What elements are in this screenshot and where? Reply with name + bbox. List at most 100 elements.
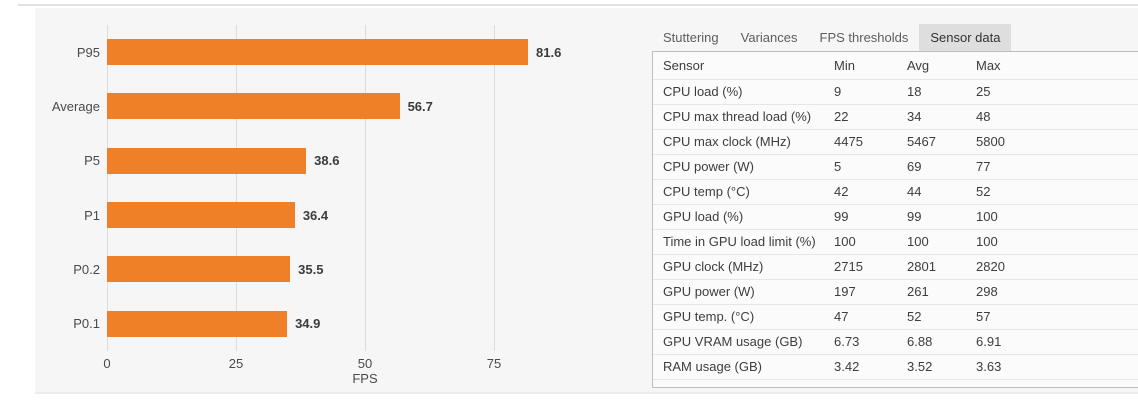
bar-value-label: 34.9	[295, 316, 321, 332]
category-label: P0.1	[73, 316, 100, 332]
sensor-name-cell: CPU max thread load (%)	[653, 104, 834, 130]
min-value-cell: 47	[834, 304, 907, 330]
bar-value-label: 35.5	[298, 261, 324, 277]
gridline-25	[236, 25, 237, 351]
tab-fps-thresholds[interactable]: FPS thresholds	[819, 30, 909, 45]
min-value-cell: 6.73	[834, 329, 907, 355]
x-tick-label-25: 25	[228, 356, 244, 371]
fps-bar	[107, 93, 400, 120]
table-row: CPU max clock (MHz) 4475 5467 5800	[653, 129, 1138, 155]
max-value-cell: 77	[976, 154, 1138, 180]
gridline-50	[365, 25, 366, 351]
bar-value-label: 36.4	[302, 207, 329, 223]
sensor-table: Sensor Min Avg Max CPU load (%) 9 18 25 CPU max…	[653, 52, 1138, 380]
chart-plot-area: 0 25 50 75 P95 81.6 Average 56.7 P5 38.6 P1 36.4 P0…	[52, 25, 599, 386]
chart-row-average: Average 56.7	[52, 79, 599, 133]
column-header-max: Max	[976, 52, 1138, 80]
min-value-cell: 100	[834, 229, 907, 255]
column-header-avg: Avg	[907, 52, 976, 80]
x-axis-title: FPS	[352, 371, 378, 386]
category-label: Average	[51, 98, 100, 114]
sensor-name-cell: GPU clock (MHz)	[653, 254, 834, 280]
top-divider	[18, 0, 1138, 6]
max-value-cell: 298	[976, 279, 1138, 305]
sensor-name-cell: GPU VRAM usage (GB)	[653, 329, 834, 355]
table-row: Time in GPU load limit (%) 100 100 100	[653, 229, 1138, 255]
max-value-cell: 5800	[976, 129, 1138, 155]
column-header-sensor: Sensor	[653, 52, 834, 80]
fps-bar	[107, 256, 291, 283]
analysis-tab-strip: Stuttering Variances FPS thresholds Sensor …	[652, 24, 1012, 51]
min-value-cell: 22	[834, 104, 907, 130]
avg-value-cell: 261	[907, 279, 976, 305]
category-label: P0.2	[73, 261, 100, 277]
table-row: GPU power (W) 197 261 298	[653, 279, 1138, 305]
chart-row-p1: P1 36.4	[84, 188, 599, 242]
sensor-name-cell: GPU load (%)	[653, 204, 834, 230]
avg-value-cell: 6.88	[907, 329, 976, 355]
category-label: P95	[76, 44, 100, 60]
min-value-cell: 9	[834, 79, 907, 105]
chart-row-p95: P95 81.6	[77, 25, 599, 79]
avg-value-cell: 2801	[907, 254, 976, 280]
avg-value-cell: 69	[907, 154, 976, 180]
table-row: CPU max thread load (%) 22 34 48	[653, 104, 1138, 130]
category-label: P1	[84, 207, 100, 223]
sensor-name-cell: CPU power (W)	[653, 154, 834, 180]
chart-bars: P95 81.6 Average 56.7 P5 38.6 P1 36.4 P0.2 35.5 P0…	[52, 25, 599, 351]
sensor-table-container: Sensor Min Avg Max CPU load (%) 9 18 25 CPU max…	[652, 51, 1138, 388]
avg-value-cell: 44	[907, 179, 976, 205]
fps-bar	[107, 147, 307, 174]
min-value-cell: 3.42	[834, 354, 907, 380]
sensor-name-cell: CPU temp (°C)	[653, 179, 834, 205]
table-row: GPU VRAM usage (GB) 6.73 6.88 6.91	[653, 329, 1138, 355]
min-value-cell: 197	[834, 279, 907, 305]
table-row: RAM usage (GB) 3.42 3.52 3.63	[653, 354, 1138, 380]
avg-value-cell: 3.52	[907, 354, 976, 380]
max-value-cell: 48	[976, 104, 1138, 130]
sensor-name-cell: CPU load (%)	[653, 79, 834, 105]
tab-stuttering[interactable]: Stuttering	[663, 30, 719, 45]
column-header-min: Min	[834, 52, 907, 80]
max-value-cell: 3.63	[976, 354, 1138, 380]
tab-sensor-data[interactable]: Sensor data	[919, 24, 1012, 51]
max-value-cell: 100	[976, 229, 1138, 255]
chart-row-p5: P5 38.6	[84, 134, 599, 188]
avg-value-cell: 99	[907, 204, 976, 230]
table-row: CPU temp (°C) 42 44 52	[653, 179, 1138, 205]
fps-bar	[107, 202, 295, 229]
avg-value-cell: 5467	[907, 129, 976, 155]
bar-value-label: 56.7	[407, 98, 433, 114]
sensor-name-cell: Time in GPU load limit (%)	[653, 229, 834, 255]
max-value-cell: 100	[976, 204, 1138, 230]
gridline-0	[107, 25, 108, 351]
avg-value-cell: 34	[907, 104, 976, 130]
sensor-name-cell: RAM usage (GB)	[653, 354, 834, 380]
table-row: CPU power (W) 5 69 77	[653, 154, 1138, 180]
chart-row-p0.1: P0.1 34.9	[73, 297, 599, 351]
min-value-cell: 42	[834, 179, 907, 205]
min-value-cell: 5	[834, 154, 907, 180]
avg-value-cell: 52	[907, 304, 976, 330]
max-value-cell: 52	[976, 179, 1138, 205]
x-tick-label-75: 75	[486, 356, 502, 371]
bar-value-label: 38.6	[314, 153, 340, 169]
sensor-table-header-row: Sensor Min Avg Max	[653, 52, 1138, 80]
avg-value-cell: 100	[907, 229, 976, 255]
max-value-cell: 6.91	[976, 329, 1138, 355]
table-row: GPU load (%) 99 99 100	[653, 204, 1138, 230]
sensor-name-cell: GPU power (W)	[653, 279, 834, 305]
sensor-name-cell: CPU max clock (MHz)	[653, 129, 834, 155]
gridline-75	[494, 25, 495, 351]
analysis-panel: 0 25 50 75 P95 81.6 Average 56.7 P5 38.6 P1 36.4 P0…	[35, 8, 1138, 394]
x-tick-label-50: 50	[357, 356, 373, 371]
fps-bar-chart: 0 25 50 75 P95 81.6 Average 56.7 P5 38.6 P1 36.4 P0…	[35, 8, 617, 392]
tab-variances[interactable]: Variances	[740, 30, 798, 45]
chart-row-p0.2: P0.2 35.5	[73, 242, 599, 296]
max-value-cell: 57	[976, 304, 1138, 330]
category-label: P5	[84, 153, 100, 169]
sensor-name-cell: GPU temp. (°C)	[653, 304, 834, 330]
x-tick-label-0: 0	[103, 356, 111, 371]
fps-bar	[107, 310, 288, 337]
